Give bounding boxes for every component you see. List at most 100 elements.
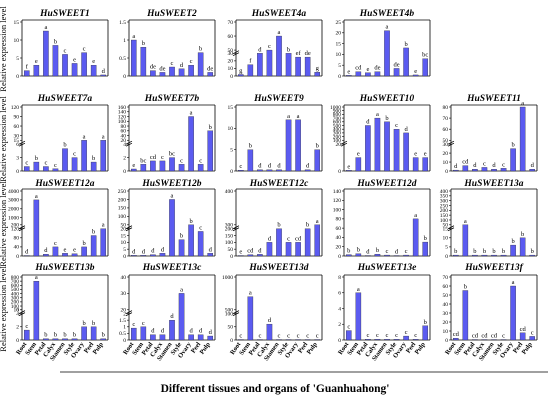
y-tick-label: 15 <box>14 138 20 144</box>
y-tick-label: 300 <box>333 131 342 137</box>
chart-title: HuSWEET13c <box>142 263 202 273</box>
bar <box>188 65 194 77</box>
significance-label: a <box>35 193 38 200</box>
chart-title: HuSWEET4b <box>359 9 415 19</box>
significance-label: c <box>268 43 271 50</box>
axis-break-mark <box>18 225 26 230</box>
axis-break-mark <box>232 225 240 230</box>
axis-break-mark <box>125 140 133 145</box>
significance-label: b <box>180 233 183 240</box>
bar <box>481 167 488 172</box>
bar <box>159 72 166 77</box>
significance-label: b <box>464 284 467 291</box>
y-tick-label: 50 <box>443 138 449 144</box>
bar <box>197 164 204 172</box>
bar <box>81 326 87 341</box>
bar <box>52 45 59 77</box>
y-tick-label: 80 <box>443 105 449 111</box>
significance-label: b <box>521 231 524 238</box>
axis-break-mark <box>18 227 26 232</box>
chart-title: HuSWEET13d <box>248 263 308 273</box>
bar <box>510 148 516 172</box>
significance-label: c <box>297 333 300 340</box>
bar <box>237 169 244 172</box>
y-tick-label: 80 <box>336 217 342 223</box>
bar <box>403 254 409 257</box>
y-tick-label: 20 <box>121 308 127 314</box>
bar <box>295 242 301 257</box>
y-tick-label: 50 <box>228 247 234 253</box>
significance-label: a <box>376 111 379 118</box>
y-tick-label: 200 <box>118 197 127 203</box>
bar <box>500 339 507 341</box>
y-tick-label: 200 <box>225 227 234 233</box>
bar <box>529 336 535 341</box>
bar <box>71 157 78 172</box>
bar <box>374 339 381 341</box>
bar <box>130 327 137 341</box>
significance-label: d <box>531 162 535 169</box>
significance-label: a <box>316 218 319 225</box>
significance-label: d <box>258 46 262 53</box>
bar <box>384 254 390 257</box>
significance-label: b <box>492 248 495 255</box>
y-tick-label: 8 <box>338 275 341 281</box>
bar <box>90 161 97 172</box>
significance-label: c <box>73 151 76 158</box>
bar <box>412 339 419 341</box>
axis-break-mark <box>232 227 240 232</box>
y-tick-label: 20 <box>121 138 127 144</box>
significance-label: e <box>92 58 95 65</box>
bar <box>178 239 185 257</box>
y-tick-label: 10 <box>228 66 234 72</box>
y-tick-label: 20 <box>336 31 342 37</box>
significance-label: b <box>287 46 290 53</box>
bar <box>71 338 78 341</box>
bar <box>130 168 137 172</box>
y-tick-label: 6 <box>338 291 341 297</box>
significance-label: e <box>239 249 242 256</box>
bar <box>491 254 497 257</box>
significance-label: e <box>64 246 67 253</box>
y-tick-label: 0 <box>230 74 233 80</box>
y-tick-label: 100 <box>225 311 234 317</box>
y-tick-label: 20 <box>121 227 127 233</box>
significance-label: c <box>64 47 67 54</box>
significance-label: c <box>316 333 319 340</box>
significance-label: de <box>207 65 213 72</box>
significance-label: e <box>414 68 417 75</box>
significance-label: bc <box>140 157 146 164</box>
significance-label: d <box>268 163 272 170</box>
significance-label: c <box>258 333 261 340</box>
bar <box>345 254 352 257</box>
chart-title: HuSWEET2 <box>146 9 197 19</box>
significance-label: d <box>132 248 136 255</box>
y-tick-label: 500 <box>333 123 342 129</box>
y-tick-label: 0 <box>123 254 126 260</box>
y-tick-label: 600 <box>333 120 342 126</box>
significance-label: b <box>209 124 212 131</box>
significance-label: d <box>44 247 48 254</box>
y-tick-label: 50 <box>443 293 449 299</box>
bar <box>237 74 244 77</box>
chart-title: HuSWEET13e <box>357 263 417 273</box>
bar <box>140 164 147 172</box>
y-tick-label: 60 <box>443 127 449 133</box>
significance-label: d <box>473 162 477 169</box>
bar <box>276 35 282 77</box>
y-tick-label: 1000 <box>330 105 341 111</box>
significance-label: c <box>239 333 242 340</box>
y-tick-label: 300 <box>440 198 449 204</box>
y-tick-label: 60 <box>336 226 342 232</box>
bar <box>257 53 263 77</box>
y-tick-label: 80 <box>14 236 20 242</box>
significance-label: c <box>287 235 290 242</box>
y-tick-label: 0 <box>230 338 233 344</box>
significance-label: b <box>511 142 514 149</box>
bar <box>52 338 59 341</box>
y-tick-label: 5 <box>338 63 341 69</box>
axis-break-mark <box>447 227 455 232</box>
significance-label: c <box>199 224 202 231</box>
y-tick-label: 10 <box>121 240 127 246</box>
y-tick-label: 10 <box>14 38 20 44</box>
